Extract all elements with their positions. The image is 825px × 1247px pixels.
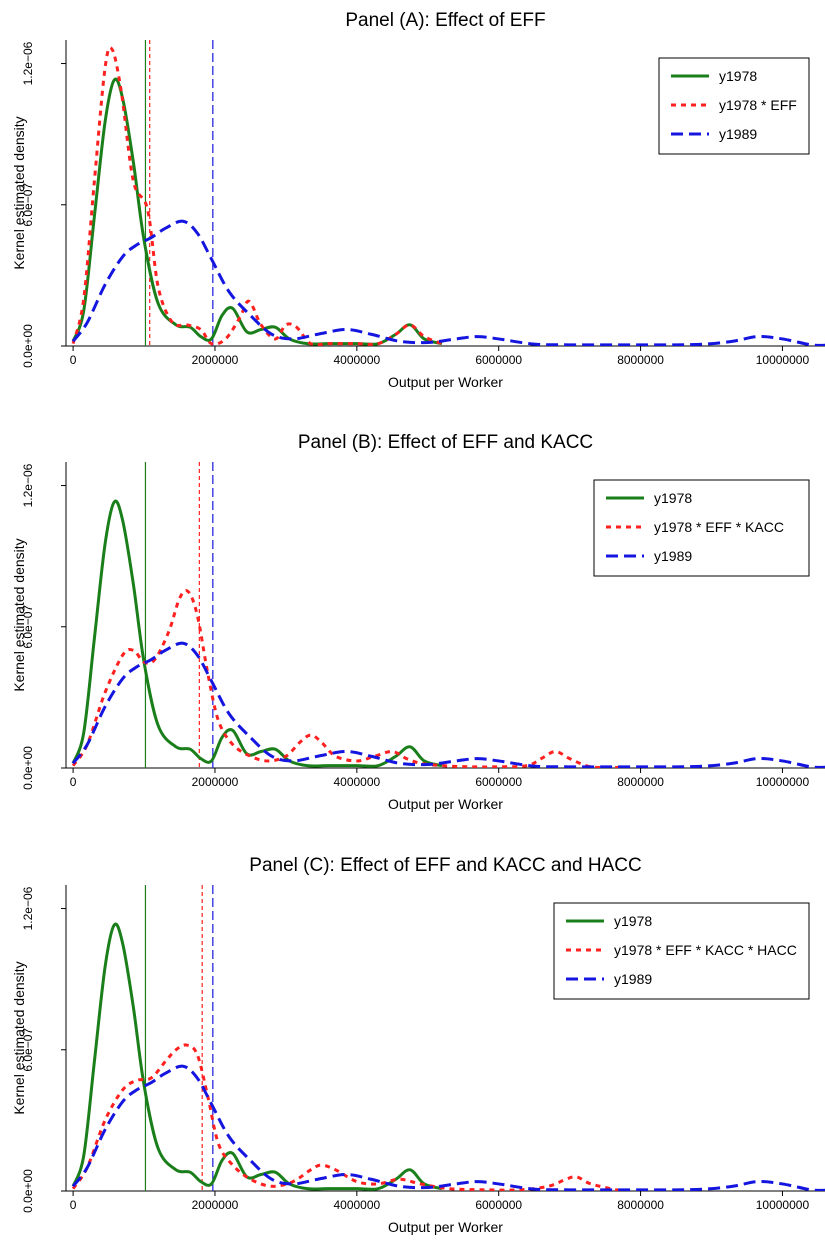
series-line-2: [71, 641, 825, 768]
x-tick-label: 10000000: [756, 1198, 810, 1212]
plot-area: [71, 462, 825, 768]
series-line-1: [71, 46, 443, 346]
y-tick-label: 6.0e−07: [21, 183, 35, 227]
legend-label: y1978 * EFF * KACC: [654, 519, 784, 535]
legend-label: y1989: [654, 548, 692, 564]
y-tick-label: 1.2e−06: [21, 886, 35, 930]
panel-title: Panel (B): Effect of EFF and KACC: [298, 432, 593, 453]
plot-area: [71, 885, 825, 1191]
panel-0: Panel (A): Effect of EFF 0.0e+00 6.0e−07 1.…: [11, 10, 825, 390]
x-tick-label: 6000000: [475, 1198, 522, 1212]
plot-area: [71, 40, 825, 346]
y-tick-label: 0.0e+00: [21, 324, 35, 368]
legend-label: y1989: [719, 126, 757, 142]
x-tick-label: 6000000: [475, 353, 522, 367]
x-tick-label: 2000000: [192, 353, 239, 367]
x-tick-label: 8000000: [617, 775, 664, 789]
x-tick-label: 6000000: [475, 775, 522, 789]
series-line-0: [71, 77, 443, 346]
y-tick-label: 0.0e+00: [21, 1169, 35, 1213]
legend: y1978 y1978 * EFF * KACC y1989: [593, 479, 810, 577]
x-tick-label: 0: [70, 1198, 77, 1212]
x-tick-label: 0: [70, 775, 77, 789]
x-tick-label: 4000000: [333, 353, 380, 367]
x-tick-label: 10000000: [756, 775, 810, 789]
y-tick-label: 1.2e−06: [21, 41, 35, 85]
series-line-1: [71, 589, 620, 768]
panel-1: Panel (B): Effect of EFF and KACC 0.0e+00…: [11, 432, 825, 812]
y-axis-title: Kernel estimated density: [11, 538, 27, 691]
panel-2: Panel (C): Effect of EFF and KACC and HA…: [11, 855, 825, 1235]
x-axis-title: Output per Worker: [388, 374, 503, 390]
panel-title: Panel (A): Effect of EFF: [345, 10, 545, 31]
legend-label: y1978: [654, 490, 692, 506]
y-tick-label: 6.0e−07: [21, 1028, 35, 1072]
y-tick-label: 0.0e+00: [21, 746, 35, 790]
x-tick-label: 10000000: [756, 353, 810, 367]
y-axis-title: Kernel estimated density: [11, 116, 27, 269]
series-line-2: [71, 219, 825, 346]
x-tick-label: 8000000: [617, 353, 664, 367]
x-tick-label: 8000000: [617, 1198, 664, 1212]
legend: y1978 y1978 * EFF * KACC * HACC y1989: [553, 902, 810, 1000]
x-tick-label: 0: [70, 353, 77, 367]
x-tick-label: 2000000: [192, 775, 239, 789]
legend-label: y1978 * EFF * KACC * HACC: [614, 942, 797, 958]
panel-title: Panel (C): Effect of EFF and KACC and HA…: [249, 855, 641, 876]
y-axis-title: Kernel estimated density: [11, 961, 27, 1114]
legend-label: y1989: [614, 971, 652, 987]
x-tick-label: 4000000: [333, 775, 380, 789]
series-line-0: [71, 922, 443, 1191]
series-line-1: [71, 1043, 620, 1191]
series-line-0: [71, 499, 443, 768]
legend-label: y1978 * EFF: [719, 97, 797, 113]
series-line-2: [71, 1064, 825, 1191]
legend-label: y1978: [719, 68, 757, 84]
x-tick-label: 4000000: [333, 1198, 380, 1212]
legend-label: y1978: [614, 913, 652, 929]
legend: y1978 y1978 * EFF y1989: [658, 57, 810, 155]
x-axis-title: Output per Worker: [388, 1219, 503, 1235]
y-tick-label: 6.0e−07: [21, 605, 35, 649]
y-tick-label: 1.2e−06: [21, 463, 35, 507]
x-axis-title: Output per Worker: [388, 796, 503, 812]
x-tick-label: 2000000: [192, 1198, 239, 1212]
